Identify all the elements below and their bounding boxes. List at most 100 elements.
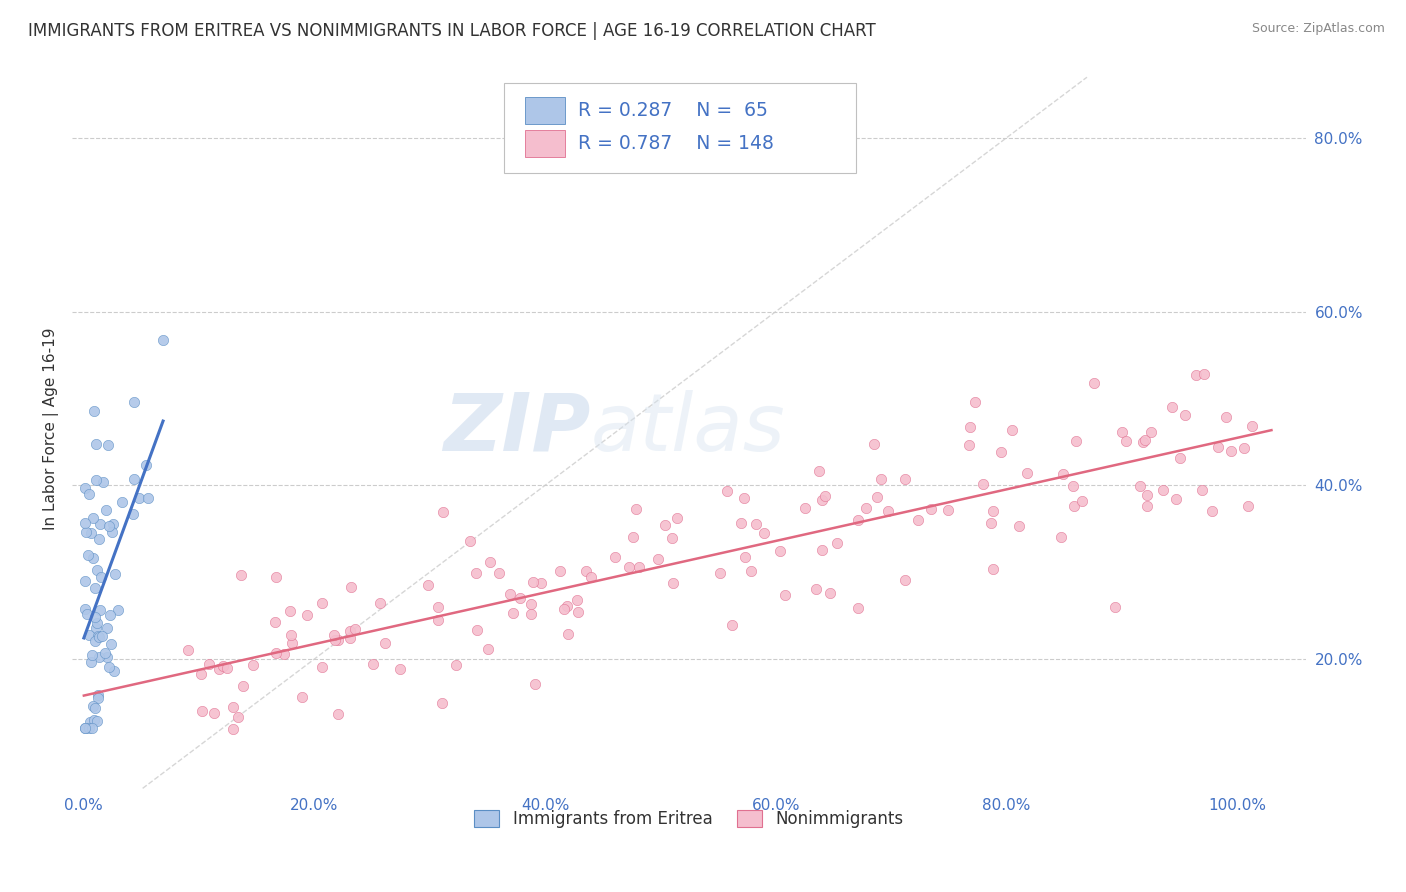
Point bbox=[1008, 519, 1031, 533]
Point bbox=[75, 602, 97, 616]
Point bbox=[1129, 479, 1152, 493]
Point bbox=[773, 588, 796, 602]
Point bbox=[1170, 450, 1192, 465]
Point bbox=[963, 395, 986, 409]
Point bbox=[605, 550, 627, 565]
Point bbox=[79, 655, 101, 669]
Point bbox=[388, 662, 411, 676]
Point bbox=[86, 563, 108, 577]
Point bbox=[1152, 483, 1174, 497]
Point bbox=[567, 605, 589, 619]
Point bbox=[202, 706, 225, 720]
Point bbox=[368, 596, 391, 610]
Point bbox=[619, 560, 641, 574]
Point bbox=[101, 517, 124, 532]
Point bbox=[579, 570, 602, 584]
Point bbox=[666, 511, 689, 525]
Text: ZIP: ZIP bbox=[443, 390, 591, 468]
Point bbox=[464, 566, 486, 580]
Point bbox=[91, 475, 114, 489]
Point bbox=[520, 597, 543, 611]
Point bbox=[97, 438, 120, 452]
Point bbox=[810, 492, 832, 507]
Point bbox=[103, 665, 125, 679]
Point bbox=[557, 626, 579, 640]
Point bbox=[295, 607, 318, 622]
Point bbox=[91, 629, 114, 643]
Point bbox=[959, 419, 981, 434]
Point bbox=[176, 643, 198, 657]
Point bbox=[1111, 425, 1133, 439]
Point bbox=[477, 641, 499, 656]
Point bbox=[808, 464, 831, 478]
Point bbox=[87, 690, 110, 705]
Point bbox=[89, 649, 111, 664]
Point bbox=[894, 471, 917, 485]
Point bbox=[86, 436, 108, 450]
Point bbox=[339, 631, 361, 645]
Point bbox=[745, 516, 768, 531]
Point bbox=[661, 531, 683, 545]
Point bbox=[811, 543, 834, 558]
Point bbox=[430, 697, 453, 711]
Point bbox=[418, 578, 440, 592]
Point bbox=[89, 602, 111, 616]
Point bbox=[1070, 493, 1092, 508]
Text: IMMIGRANTS FROM ERITREA VS NONIMMIGRANTS IN LABOR FORCE | AGE 16-19 CORRELATION : IMMIGRANTS FROM ERITREA VS NONIMMIGRANTS… bbox=[28, 22, 876, 40]
Point bbox=[734, 550, 756, 565]
Point bbox=[311, 596, 333, 610]
Point bbox=[340, 580, 363, 594]
Point bbox=[212, 658, 235, 673]
Point bbox=[83, 713, 105, 727]
Point bbox=[876, 504, 898, 518]
Point bbox=[1160, 400, 1182, 414]
Point bbox=[80, 525, 103, 540]
Point bbox=[804, 582, 827, 596]
Y-axis label: In Labor Force | Age 16-19: In Labor Force | Age 16-19 bbox=[44, 327, 59, 530]
Point bbox=[84, 610, 107, 624]
Point bbox=[82, 511, 104, 525]
Point bbox=[1135, 433, 1157, 447]
Point bbox=[1066, 434, 1088, 449]
Point bbox=[190, 667, 212, 681]
Point bbox=[446, 657, 468, 672]
Point bbox=[290, 690, 312, 704]
Point bbox=[1206, 440, 1229, 454]
Point bbox=[1083, 376, 1105, 390]
Point bbox=[1050, 530, 1073, 544]
Point bbox=[89, 533, 111, 547]
Point bbox=[721, 617, 744, 632]
Point bbox=[520, 607, 543, 622]
Point bbox=[1062, 479, 1084, 493]
Point bbox=[86, 615, 108, 630]
Point bbox=[1104, 600, 1126, 615]
Point bbox=[89, 517, 111, 532]
Point bbox=[104, 566, 127, 581]
Point bbox=[983, 561, 1005, 575]
Point bbox=[110, 494, 132, 508]
Point bbox=[553, 602, 575, 616]
Legend: Immigrants from Eritrea, Nonimmigrants: Immigrants from Eritrea, Nonimmigrants bbox=[468, 804, 911, 835]
Point bbox=[128, 491, 150, 505]
Point bbox=[498, 587, 520, 601]
Point bbox=[1174, 409, 1197, 423]
Point bbox=[122, 472, 145, 486]
Point bbox=[565, 593, 588, 607]
Point bbox=[77, 628, 100, 642]
Point bbox=[84, 633, 107, 648]
Point bbox=[1215, 410, 1237, 425]
Point bbox=[855, 500, 877, 515]
Point bbox=[97, 660, 120, 674]
Point bbox=[77, 549, 100, 563]
Point bbox=[1017, 467, 1039, 481]
Point bbox=[280, 628, 302, 642]
Point bbox=[82, 551, 104, 566]
Point bbox=[794, 500, 817, 515]
Bar bbox=[524, 96, 565, 124]
Point bbox=[1236, 499, 1258, 513]
Point bbox=[769, 544, 792, 558]
Point bbox=[73, 574, 96, 588]
Point bbox=[75, 722, 97, 736]
Point bbox=[96, 621, 118, 635]
Point bbox=[86, 473, 108, 487]
